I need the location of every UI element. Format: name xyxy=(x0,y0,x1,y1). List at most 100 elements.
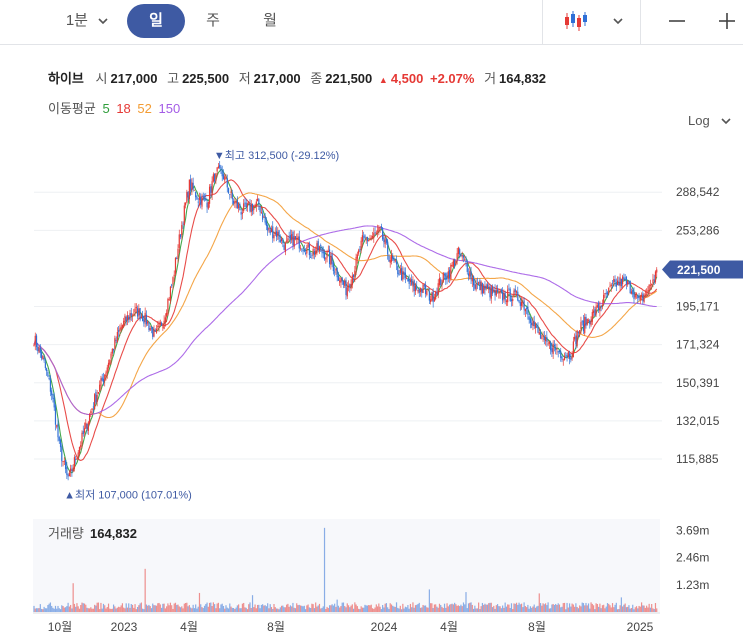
candle-body xyxy=(349,284,351,287)
volume-bar xyxy=(86,607,88,612)
volume-bar xyxy=(38,608,40,612)
volume-bar xyxy=(417,603,419,612)
volume-bar xyxy=(163,603,165,612)
volume-panel-value: 164,832 xyxy=(90,526,137,541)
volume-bar xyxy=(279,607,281,612)
scale-toggle-button[interactable]: Log xyxy=(688,113,731,128)
candle-body xyxy=(307,243,309,248)
volume-bar xyxy=(426,607,428,612)
volume-bar xyxy=(529,606,532,612)
volume-bar xyxy=(88,608,91,612)
candle-body xyxy=(330,256,332,265)
candle-body xyxy=(450,264,452,280)
chart-type-button[interactable] xyxy=(558,4,628,38)
candle-body xyxy=(292,231,294,246)
volume-bar xyxy=(483,604,485,612)
candle-body xyxy=(562,359,564,361)
candle-body xyxy=(459,249,461,255)
volume-bar xyxy=(251,595,254,612)
volume-bar xyxy=(470,602,472,612)
candle-body xyxy=(39,347,41,353)
candle-body xyxy=(331,253,333,264)
candle-body xyxy=(80,444,82,448)
volume-bar xyxy=(385,603,388,612)
volume-bar xyxy=(618,609,620,612)
volume-bar xyxy=(130,604,132,612)
candle-body xyxy=(121,325,124,329)
price-tick-label: 195,171 xyxy=(676,300,720,314)
volume-bar xyxy=(311,603,313,612)
volume-bar xyxy=(346,603,348,612)
volume-bar xyxy=(68,606,70,612)
volume-bar xyxy=(322,606,324,612)
volume-bar xyxy=(212,602,214,612)
chevron-down-icon xyxy=(613,17,623,24)
candle-body xyxy=(148,322,150,330)
candle-body xyxy=(234,201,236,203)
candle-body xyxy=(441,283,443,285)
candle-body xyxy=(173,274,175,277)
candle-body xyxy=(369,238,371,241)
candle-body xyxy=(102,378,105,383)
volume-bar xyxy=(133,607,135,612)
candle-body xyxy=(373,233,375,239)
candle-body xyxy=(454,259,456,267)
candle-body xyxy=(491,286,494,294)
candle-body xyxy=(90,411,92,414)
candle-body xyxy=(395,261,398,265)
candle-body xyxy=(92,406,94,408)
candle-body xyxy=(380,226,382,229)
volume-bar xyxy=(42,609,44,612)
ma-150: 150 xyxy=(158,101,181,116)
candle-body xyxy=(88,414,91,424)
volume-bar xyxy=(80,605,82,612)
volume-bar xyxy=(162,603,164,612)
zoom-out-button[interactable] xyxy=(662,4,692,38)
candle-body xyxy=(176,258,178,259)
candle-body xyxy=(313,251,316,255)
volume-bar xyxy=(76,603,78,612)
volume-bar xyxy=(533,604,535,612)
candle-body xyxy=(552,343,554,354)
volume-bar xyxy=(250,607,252,612)
candle-body xyxy=(222,174,225,180)
candle-body xyxy=(538,332,540,335)
time-tick-label: 2023 xyxy=(111,620,138,634)
volume-bar xyxy=(138,605,140,612)
candle-body xyxy=(236,199,238,209)
candle-body xyxy=(634,294,636,298)
candle-body xyxy=(138,308,140,316)
zoom-in-button[interactable] xyxy=(712,4,742,38)
volume-bar xyxy=(475,608,477,612)
tab-monthly[interactable]: 월 xyxy=(263,12,277,29)
volume-bar xyxy=(168,605,170,612)
candle-body xyxy=(63,460,65,462)
volume-bar xyxy=(254,604,256,612)
tab-daily[interactable]: 일 xyxy=(127,4,185,38)
interval-select[interactable]: 1분 xyxy=(58,4,116,38)
candle-body xyxy=(408,279,410,284)
candle-body xyxy=(528,316,530,320)
candle-body xyxy=(654,271,657,283)
tab-weekly[interactable]: 주 xyxy=(206,12,220,29)
volume-bar xyxy=(414,605,417,612)
volume-bar xyxy=(255,608,257,612)
time-tick-label: 10월 xyxy=(48,620,72,634)
volume-bar xyxy=(159,604,161,612)
volume-bar xyxy=(87,608,89,612)
volume-bar xyxy=(275,608,278,612)
candle-body xyxy=(186,192,188,203)
candle-body xyxy=(62,461,64,463)
volume-bar xyxy=(389,603,391,612)
volume-bar xyxy=(119,607,121,612)
candle-body xyxy=(346,287,348,297)
volume-bar xyxy=(563,602,566,612)
volume-bar xyxy=(555,603,557,612)
volume-bar xyxy=(565,609,567,612)
candle-body xyxy=(58,437,60,441)
volume-panel-bg xyxy=(33,519,660,612)
candle-body xyxy=(298,236,300,249)
volume-bar xyxy=(245,607,247,612)
candle-body xyxy=(378,227,380,232)
